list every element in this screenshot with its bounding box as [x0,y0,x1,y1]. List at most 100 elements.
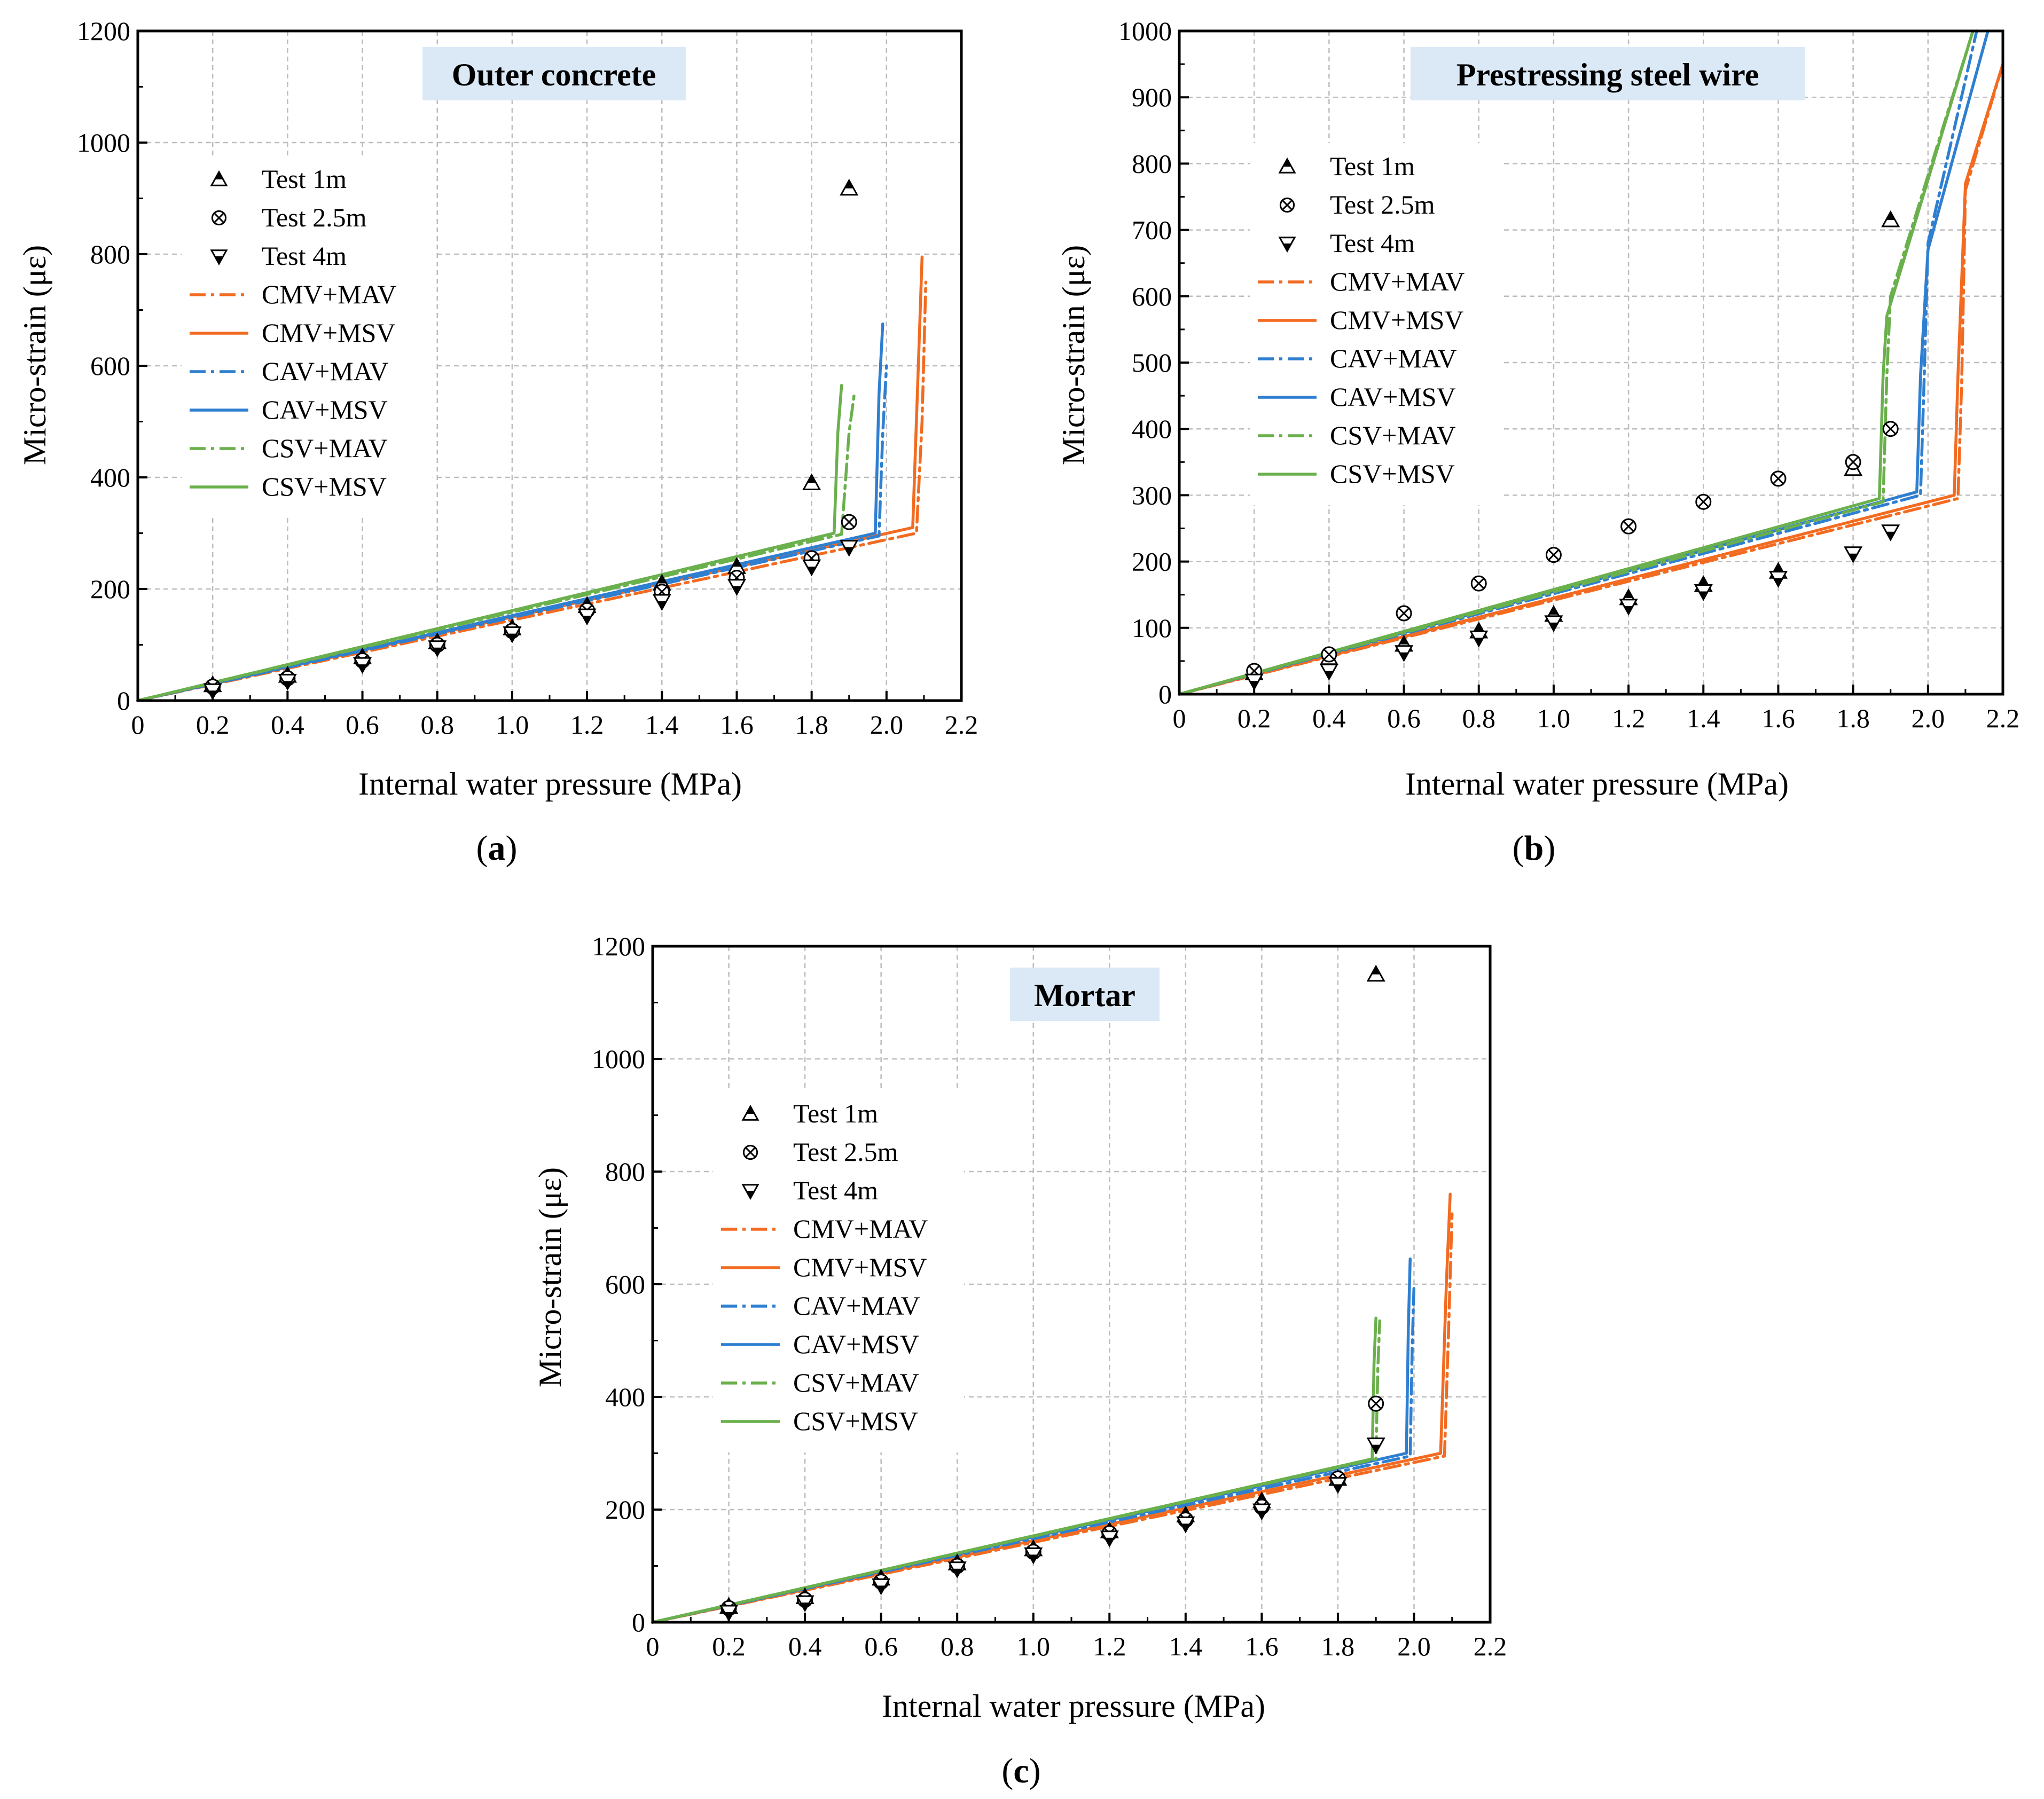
chart-b-x-tick-label: 0.4 [1312,703,1346,733]
chart-a-legend: Test 1m Test 2.5m Test 4m CMV+MAV CMV+MSV CAV… [182,156,433,518]
chart-b-y-tick-label: 500 [1132,348,1172,378]
chart-a-series-cmv-mav [136,280,928,702]
chart-a-point-triangle-down [802,559,821,577]
chart-b-panel-letter: b [1524,829,1544,868]
chart-b-legend-label: CAV+MAV [1330,343,1457,373]
chart-c-x-tick-label: 0.2 [712,1631,746,1661]
chart-c-x-tick-label: 0 [646,1631,660,1661]
chart-c-title: Mortar [1034,978,1135,1013]
chart-a-point-triangle-up [840,178,859,196]
chart-b-panel-label: (b) [1513,829,1556,868]
chart-b-point-triangle-down [1469,630,1489,648]
chart-a: 0 0.2 0.4 0.6 0.8 1.0 1.2 1.4 1.6 1.8 2.0 2.2 0 200 4… [17,16,978,868]
chart-a-y-tick-label: 600 [90,351,130,381]
chart-c-y-tick-label: 0 [632,1607,645,1637]
chart-c-legend-label: CSV+MSV [793,1406,918,1436]
chart-c-legend-label: Test 1m [793,1098,878,1128]
chart-a-x-tick-label: 0.8 [420,710,454,740]
chart-b-point-circle-x [1770,470,1787,487]
chart-b-point-circle-x [1545,547,1562,563]
chart-c-point-triangle-down [795,1595,815,1613]
chart-a-legend-item: CSV+MSV [190,472,387,501]
chart-c-legend-label: CMV+MAV [793,1214,928,1244]
chart-a-legend-label: CAV+MSV [262,395,388,425]
chart-c-series-cmv-mav [651,1212,1454,1624]
chart-b-series-csv-msv [1178,29,1975,696]
chart-a-y-tick-label: 1200 [77,16,130,46]
chart-b-x-tick-label: 1.0 [1537,703,1571,733]
chart-a-series-cav-msv [136,322,884,702]
chart-b-series-cmv-msv [1178,62,2004,696]
chart-c-x-tick-label: 0.8 [941,1631,974,1661]
chart-b-point-circle-x [1396,605,1412,622]
chart-c-legend-item: CMV+MSV [721,1252,927,1282]
chart-c-legend-item: CSV+MSV [721,1406,918,1436]
chart-c-legend-symbol-triangle-down [741,1184,759,1200]
chart-b-point-circle-x [1321,646,1337,663]
chart-b-y-ticks: 0 100 200 300 400 500 600 700 800 900 1000 [1118,16,1189,709]
chart-b-legend-item: CAV+MSV [1258,382,1456,412]
chart-c-x-tick-label: 0.4 [788,1631,822,1661]
chart-b-legend-label: CMV+MAV [1330,266,1465,296]
chart-a-legend-symbol-triangle-up [210,170,228,186]
chart-b-x-tick-label: 1.6 [1761,703,1795,733]
chart-c-y-tick-label: 800 [605,1157,645,1187]
chart-b-point-triangle-up [1881,210,1900,227]
chart-b-title-background [1411,47,1805,100]
chart-c-point-triangle-up [1366,964,1385,982]
chart-b-legend-item: CMV+MSV [1258,305,1464,335]
chart-c-point-triangle-down [947,1561,967,1578]
chart-b-point-circle-x [1470,575,1487,592]
chart-b-x-tick-label: 0.2 [1238,703,1271,733]
chart-c-x-tick-label: 1.8 [1321,1631,1355,1661]
chart-a-legend-symbol-triangle-down [210,249,228,266]
chart-b-point-triangle-down [1694,584,1713,601]
chart-a-legend-label: Test 4m [262,241,347,271]
chart-b-y-tick-label: 600 [1132,281,1172,311]
chart-b-point-triangle-down [1319,664,1338,681]
chart-a-legend-label: CMV+MSV [262,318,396,348]
chart-c-panel-label: (c) [1001,1751,1040,1790]
chart-a-legend-item: CMV+MSV [190,318,396,348]
chart-a-series [136,255,928,702]
chart-b-x-tick-label: 2.0 [1912,703,1945,733]
chart-a-series-csv-msv [136,383,843,702]
chart-b-legend-item: Test 4m [1278,228,1415,258]
chart-c-series-cmv-msv [651,1192,1452,1624]
chart-a-x-tick-label: 0.2 [196,710,230,740]
chart-b-legend-label: CSV+MSV [1330,459,1455,489]
chart-a-x-tick-label: 1.2 [570,710,604,740]
chart-b-point-circle-x [1695,493,1712,510]
chart-b-y-tick-label: 1000 [1118,16,1172,46]
chart-c-legend-item: CAV+MAV [721,1291,920,1321]
chart-b-y-tick-label: 900 [1132,82,1172,112]
chart-b-legend-item: Test 1m [1278,151,1415,181]
chart-a-point-triangle-down [278,673,297,691]
chart-a-series-cav-mav [136,364,888,702]
chart-b-legend-item: CAV+MAV [1258,343,1457,373]
chart-a-x-tick-label: 1.6 [720,710,754,740]
chart-c-legend-label: Test 4m [793,1175,878,1205]
chart-a-legend-label: Test 1m [262,164,347,194]
chart-b-point-circle-x [1620,518,1637,535]
chart-a-title: Outer concrete [452,57,656,92]
chart-a-y-tick-label: 800 [90,239,130,269]
chart-a-legend-symbol-circle-x [211,210,227,226]
chart-c-legend-label: CMV+MSV [793,1252,927,1282]
chart-b-legend-item: CSV+MAV [1258,420,1456,450]
chart-c-legend-label: CSV+MAV [793,1368,919,1397]
chart-b-legend-label: Test 4m [1330,228,1415,258]
chart-c-legend-item: Test 1m [741,1098,878,1128]
chart-c-point-triangle-down [1328,1477,1348,1494]
chart-b-x-tick-label: 1.4 [1687,703,1720,733]
chart-c-point-circle-x [1368,1395,1384,1412]
chart-a-y-tick-label: 0 [117,686,130,716]
chart-c-x-tick-label: 1.6 [1245,1631,1279,1661]
chart-c-legend-item: CSV+MAV [721,1368,919,1397]
chart-a-legend-item: CMV+MAV [190,279,396,309]
chart-c-x-tick-label: 2.2 [1474,1631,1507,1661]
chart-a-point-triangle-up [802,473,821,490]
chart-a-legend-item: Test 2.5m [211,202,367,232]
chart-c-x-label: Internal water pressure (MPa) [882,1688,1265,1724]
chart-b-y-label: Micro-strain (με) [1056,245,1091,465]
